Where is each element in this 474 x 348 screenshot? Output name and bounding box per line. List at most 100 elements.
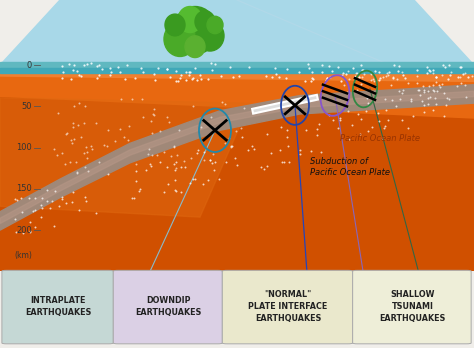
Point	[83, 155, 91, 160]
Point	[323, 76, 331, 81]
Point	[74, 122, 82, 128]
Point	[139, 114, 146, 120]
Text: 50: 50	[21, 102, 32, 111]
Point	[58, 196, 65, 202]
Point	[375, 70, 383, 75]
Point	[121, 76, 128, 81]
Point	[445, 96, 452, 102]
Point	[69, 189, 77, 195]
Point	[93, 63, 101, 69]
Point	[150, 112, 158, 118]
Point	[351, 74, 359, 80]
Point	[364, 101, 372, 106]
Point	[401, 75, 409, 80]
Point	[461, 70, 469, 76]
Point	[172, 159, 180, 165]
Point	[116, 70, 124, 75]
Text: 150: 150	[16, 184, 32, 193]
Point	[58, 195, 66, 200]
Point	[335, 65, 342, 70]
Point	[409, 113, 416, 119]
Point	[176, 76, 184, 81]
Point	[185, 73, 192, 78]
Point	[245, 64, 253, 70]
Point	[83, 149, 91, 155]
Point	[237, 125, 245, 130]
Point	[81, 103, 89, 108]
Point	[147, 161, 155, 166]
Point	[439, 62, 447, 68]
Point	[301, 78, 309, 84]
Polygon shape	[0, 98, 250, 217]
Point	[337, 78, 344, 84]
Point	[116, 126, 124, 132]
Point	[407, 96, 415, 102]
Point	[280, 159, 288, 164]
Point	[51, 223, 58, 229]
Point	[353, 77, 360, 82]
Point	[283, 66, 291, 71]
Point	[455, 74, 462, 80]
Point	[367, 77, 374, 82]
Point	[123, 62, 131, 68]
Text: DOWNDIP
EARTHQUAKES: DOWNDIP EARTHQUAKES	[135, 296, 201, 317]
Point	[50, 147, 58, 152]
Point	[73, 68, 81, 73]
Point	[424, 89, 432, 94]
Point	[18, 209, 26, 215]
Point	[70, 136, 78, 142]
Point	[268, 74, 276, 80]
Point	[186, 181, 194, 186]
Point	[37, 215, 45, 220]
Point	[182, 165, 189, 170]
Point	[286, 159, 293, 165]
Point	[139, 69, 146, 75]
Point	[238, 135, 246, 140]
Point	[339, 71, 347, 76]
Point	[172, 165, 179, 170]
Point	[275, 74, 283, 80]
Point	[92, 210, 100, 215]
Point	[394, 69, 402, 74]
Point	[431, 95, 438, 101]
Point	[338, 72, 346, 78]
Point	[69, 141, 76, 146]
Point	[443, 95, 451, 101]
Point	[367, 71, 375, 77]
Point	[357, 62, 365, 68]
Point	[356, 131, 364, 137]
Point	[345, 136, 353, 142]
Point	[80, 150, 88, 155]
Point	[304, 62, 311, 67]
Point	[120, 134, 128, 140]
Point	[376, 75, 383, 80]
Point	[319, 69, 326, 74]
Point	[200, 181, 207, 186]
Point	[226, 65, 234, 70]
Point	[438, 72, 446, 77]
Point	[408, 99, 415, 104]
Point	[148, 130, 156, 136]
Point	[459, 71, 466, 77]
Point	[268, 151, 275, 156]
Polygon shape	[0, 65, 474, 81]
Point	[46, 205, 54, 211]
Point	[250, 146, 258, 152]
Point	[11, 216, 19, 221]
Point	[441, 64, 449, 69]
Point	[215, 176, 222, 181]
Point	[441, 113, 448, 119]
Point	[370, 89, 377, 95]
Point	[65, 61, 73, 66]
Point	[248, 143, 255, 149]
Point	[165, 119, 173, 125]
Point	[58, 76, 66, 81]
Point	[164, 114, 171, 120]
Point	[395, 88, 402, 94]
Point	[263, 164, 271, 169]
Text: "NORMAL"
PLATE INTERFACE
EARTHQUAKES: "NORMAL" PLATE INTERFACE EARTHQUAKES	[248, 290, 328, 323]
Point	[182, 69, 190, 74]
Point	[25, 196, 33, 201]
Point	[271, 66, 279, 71]
Point	[221, 101, 228, 106]
